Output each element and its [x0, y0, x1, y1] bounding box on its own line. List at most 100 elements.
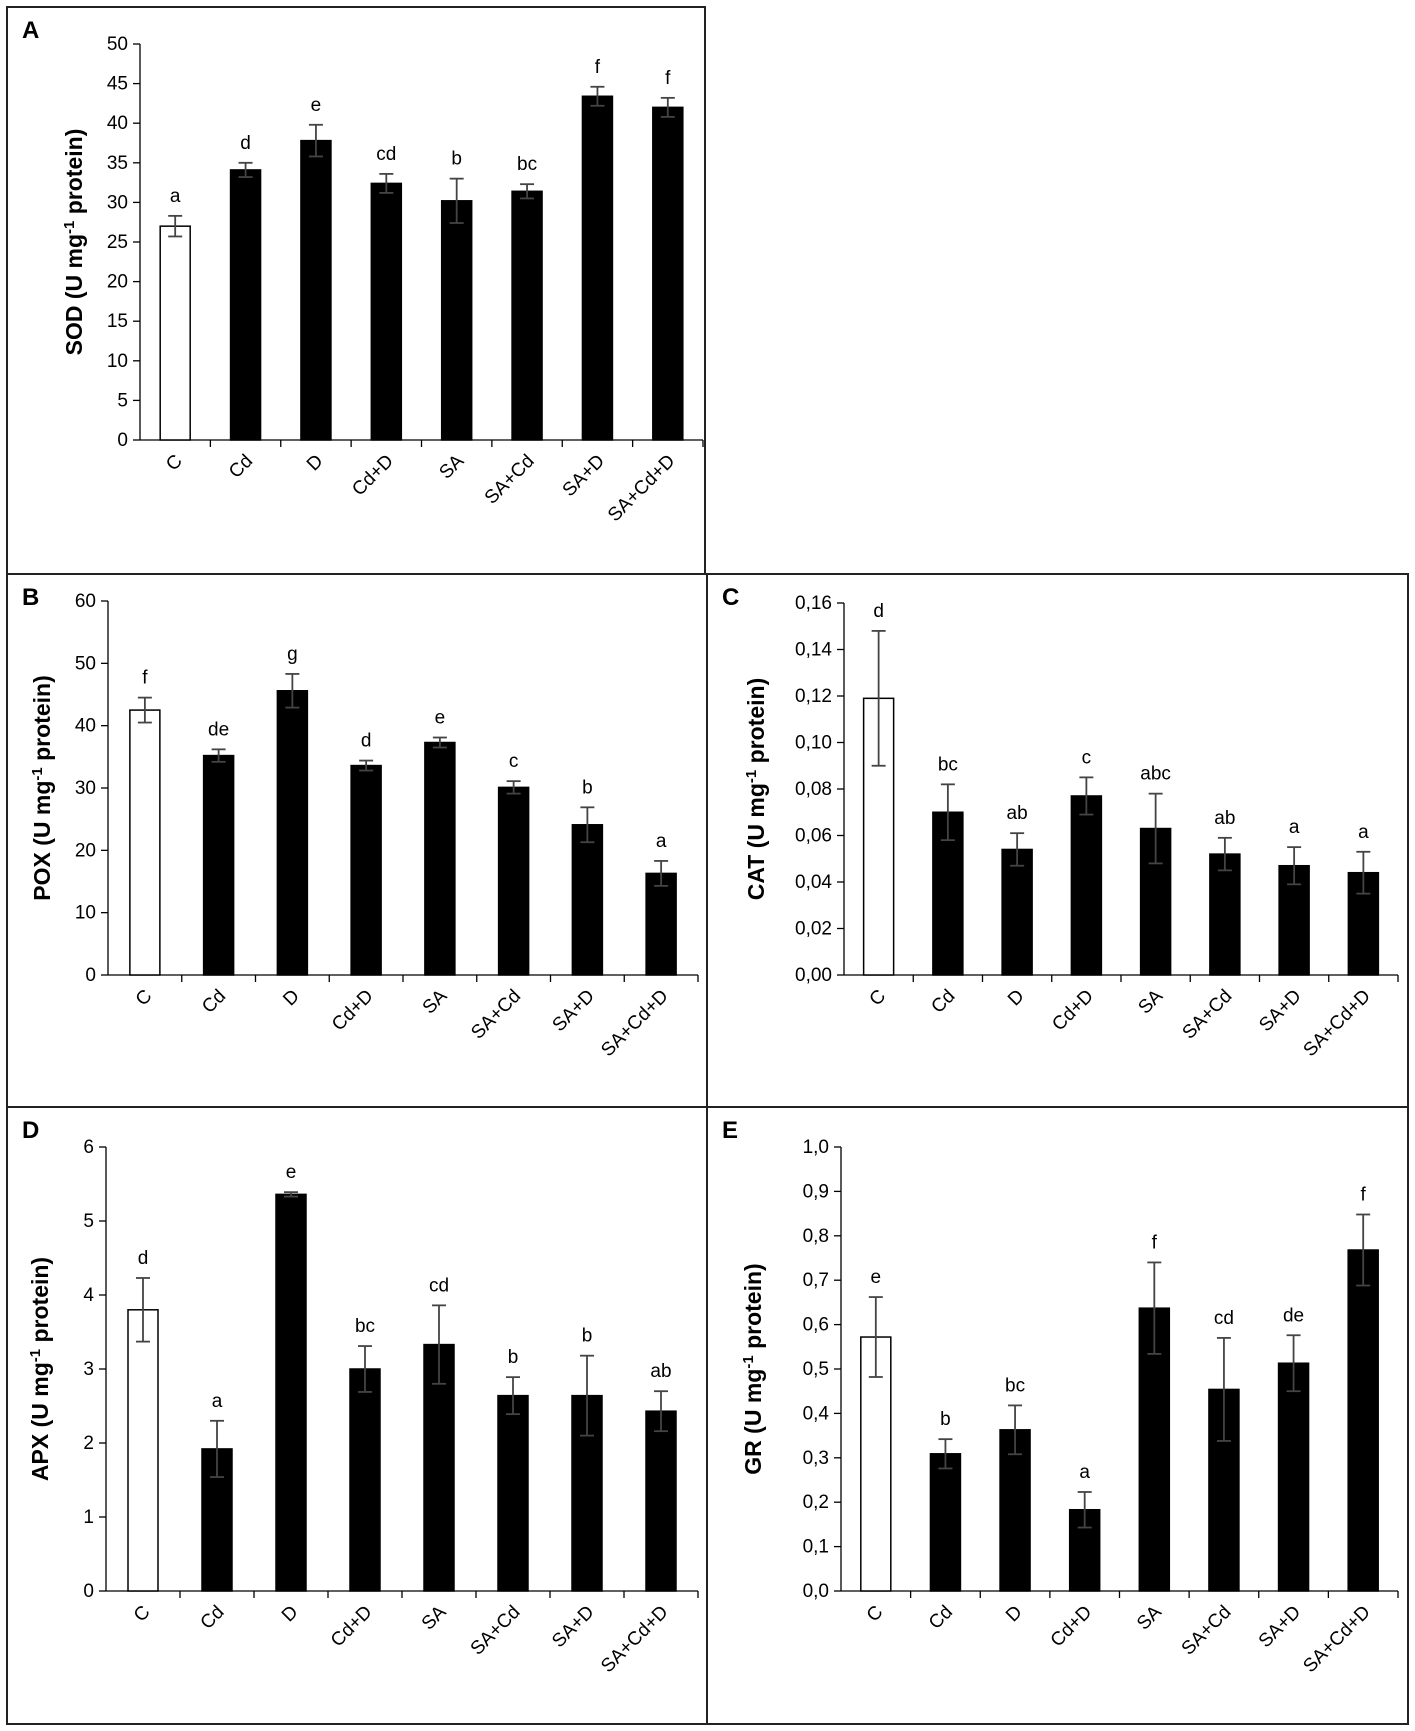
y-axis-title-sup: -1	[743, 770, 760, 783]
y-tick-label: 10	[75, 903, 96, 924]
category-label: Cd+D	[328, 986, 378, 1036]
significance-letter: e	[311, 95, 322, 116]
category-label: D	[279, 986, 304, 1011]
y-tick-label: 50	[107, 34, 128, 55]
category-label: C	[132, 986, 157, 1011]
bar-sa-d	[1277, 1362, 1310, 1592]
y-tick-label: 0,4	[803, 1403, 830, 1424]
significance-letter: ab	[1214, 808, 1235, 829]
category-label: Cd	[927, 986, 959, 1018]
y-axis-title: POX (U mg-1 protein)	[29, 675, 56, 900]
category-label: SA+Cd+D	[604, 451, 679, 526]
y-tick-label: 45	[107, 74, 128, 95]
bar-sa-d	[581, 95, 614, 441]
category-label: D	[303, 451, 328, 476]
y-tick-label: 40	[75, 716, 96, 737]
y-axis-title: SOD (U mg-1 protein)	[61, 129, 88, 356]
chart-a: A 0 5 10 15 20 25 30 35 40 45 50 SOD (U mg-1 protein…	[22, 17, 704, 526]
y-tick-label: 20	[75, 840, 96, 861]
significance-letter: ab	[650, 1361, 671, 1382]
bar-c	[127, 1309, 159, 1592]
category-label: D	[278, 1602, 303, 1627]
significance-letter: f	[1152, 1232, 1158, 1253]
bar-sa-cd	[497, 786, 530, 976]
panel-e: E 0,0 0,1 0,2 0,3 0,4 0,5 0,6 0,7 0,8 0,9 1,0 GR (U …	[706, 1106, 1409, 1725]
category-label: D	[1004, 986, 1029, 1011]
category-label: SA+D	[549, 986, 599, 1036]
y-tick-label: 35	[107, 153, 128, 174]
chart-e: E 0,0 0,1 0,2 0,3 0,4 0,5 0,6 0,7 0,8 0,9 1,0 GR (U …	[722, 1117, 1399, 1677]
category-label: SA+D	[548, 1602, 598, 1652]
significance-letter: f	[1361, 1184, 1367, 1205]
y-tick-label: 0,16	[795, 593, 832, 614]
y-tick-label: 0,0	[803, 1581, 829, 1602]
bar-sa-d	[571, 1394, 603, 1592]
category-label: SA	[418, 1601, 451, 1634]
significance-letter: f	[665, 68, 671, 89]
y-tick-label: 0,10	[795, 733, 832, 754]
significance-letter: f	[595, 57, 601, 78]
significance-letter: a	[1358, 822, 1369, 843]
category-label: Cd+D	[327, 1602, 377, 1652]
bar-c	[129, 709, 161, 976]
y-tick-label: 0,3	[803, 1448, 829, 1469]
y-tick-label: 20	[107, 272, 128, 293]
significance-letter: d	[361, 731, 372, 752]
bar-cd-d	[1070, 795, 1103, 976]
y-axis-title-rest: protein)	[61, 129, 87, 221]
y-tick-label: 0	[83, 1581, 94, 1602]
bar-c	[860, 1336, 892, 1592]
y-tick-label: 0,14	[795, 640, 832, 661]
bar-sa-cd-d	[645, 872, 677, 976]
panel-label: B	[22, 584, 39, 611]
category-label: SA+Cd+D	[1299, 1602, 1374, 1677]
significance-letter: de	[208, 719, 229, 740]
bar-cd-d	[349, 1368, 381, 1592]
category-label: Cd	[925, 1602, 957, 1634]
y-tick-label: 15	[107, 311, 128, 332]
category-label: Cd	[225, 451, 257, 483]
bar-sa-d	[571, 824, 604, 976]
significance-letter: b	[940, 1409, 951, 1430]
category-label: SA+D	[1255, 986, 1305, 1036]
y-tick-label: 5	[117, 390, 128, 411]
category-label: SA+Cd	[1178, 1602, 1236, 1660]
category-label: Cd+D	[1047, 1602, 1097, 1652]
y-tick-label: 0,5	[803, 1359, 829, 1380]
bar-c	[159, 225, 191, 441]
y-tick-label: 0,06	[795, 826, 832, 847]
significance-letter: c	[509, 751, 519, 772]
y-tick-label: 0,02	[795, 919, 832, 940]
category-label: Cd	[198, 986, 230, 1018]
y-tick-label: 1	[83, 1507, 94, 1528]
y-axis-title: APX (U mg-1 protein)	[27, 1257, 54, 1481]
significance-letter: d	[873, 601, 884, 622]
category-label: SA	[419, 985, 452, 1018]
y-tick-label: 50	[75, 653, 96, 674]
category-label: C	[130, 1602, 155, 1627]
y-axis-title-rest: protein)	[740, 1263, 766, 1355]
bar-sa	[440, 200, 473, 441]
bar-sa	[1138, 1307, 1171, 1592]
significance-letter: a	[656, 831, 667, 852]
y-tick-label: 0	[117, 430, 128, 451]
y-tick-label: 25	[107, 232, 128, 253]
y-tick-label: 0,7	[803, 1270, 829, 1291]
panel-label: C	[722, 584, 739, 611]
category-label: SA+Cd	[467, 1602, 525, 1660]
bar-sa-cd	[497, 1394, 529, 1592]
y-tick-label: 60	[75, 591, 96, 612]
y-tick-label: 10	[107, 351, 128, 372]
significance-letter: bc	[1005, 1375, 1025, 1396]
bar-sa-cd-d	[652, 106, 684, 441]
bar-cd	[229, 169, 262, 441]
significance-letter: g	[287, 644, 298, 665]
y-tick-label: 6	[83, 1137, 94, 1158]
category-label: SA	[1133, 1601, 1166, 1634]
y-axis-title-sup: -1	[61, 221, 78, 234]
significance-letter: ab	[1007, 803, 1028, 824]
category-label: SA+D	[1255, 1602, 1305, 1652]
y-axis-title-sup: -1	[27, 1349, 44, 1362]
